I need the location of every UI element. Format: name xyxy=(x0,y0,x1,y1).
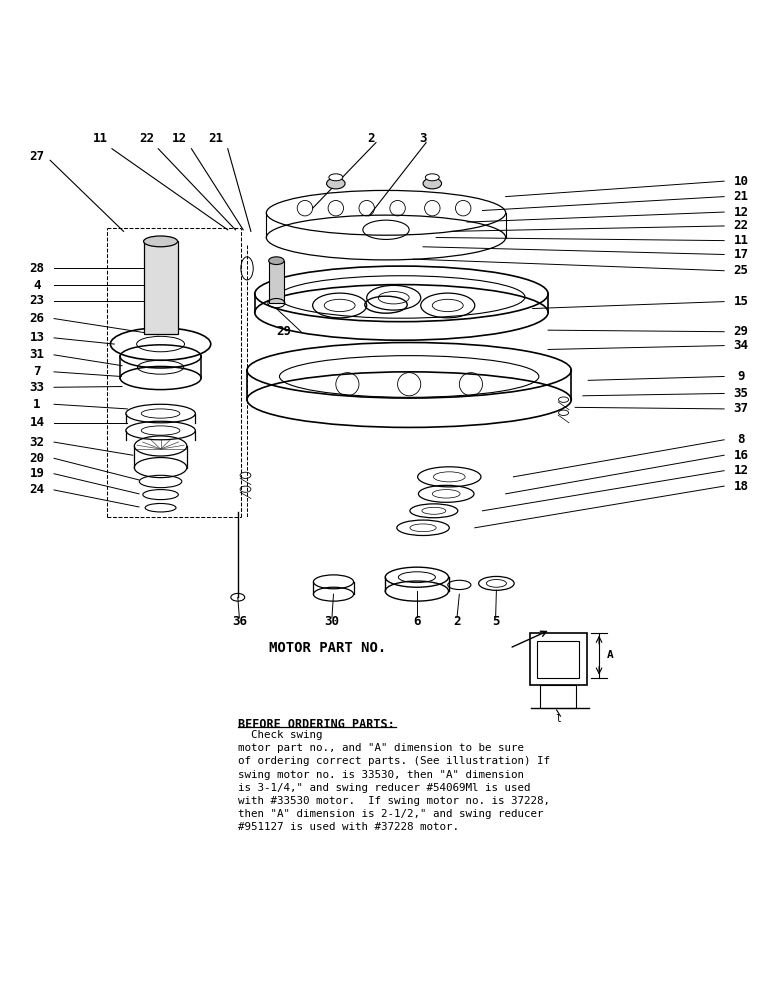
Text: 14: 14 xyxy=(29,416,45,429)
Text: 32: 32 xyxy=(29,436,45,449)
Text: 16: 16 xyxy=(733,449,749,462)
Text: 13: 13 xyxy=(29,331,45,344)
Text: 23: 23 xyxy=(29,294,45,307)
Text: 28: 28 xyxy=(29,262,45,275)
Text: 21: 21 xyxy=(733,190,749,203)
Ellipse shape xyxy=(327,178,345,189)
Text: 9: 9 xyxy=(737,370,745,383)
Text: 34: 34 xyxy=(733,339,749,352)
Text: BEFORE ORDERING PARTS:: BEFORE ORDERING PARTS: xyxy=(238,718,394,731)
Ellipse shape xyxy=(329,174,343,181)
Text: 29: 29 xyxy=(276,325,292,338)
Text: 5: 5 xyxy=(492,615,499,628)
Text: 19: 19 xyxy=(29,467,45,480)
Text: 12: 12 xyxy=(733,464,749,477)
Text: 35: 35 xyxy=(733,387,749,400)
Ellipse shape xyxy=(423,178,442,189)
Text: 36: 36 xyxy=(232,615,247,628)
Ellipse shape xyxy=(269,257,284,265)
Text: 6: 6 xyxy=(413,615,421,628)
Text: 2: 2 xyxy=(453,615,461,628)
Ellipse shape xyxy=(425,174,439,181)
Text: 3: 3 xyxy=(419,132,427,145)
Text: 12: 12 xyxy=(171,132,187,145)
Text: 15: 15 xyxy=(733,295,749,308)
Text: 27: 27 xyxy=(29,150,45,163)
Text: 25: 25 xyxy=(733,264,749,277)
Text: 17: 17 xyxy=(733,248,749,261)
Text: 31: 31 xyxy=(29,348,45,361)
Text: 20: 20 xyxy=(29,452,45,465)
Text: 18: 18 xyxy=(733,480,749,493)
Text: 21: 21 xyxy=(208,132,224,145)
Text: 12: 12 xyxy=(733,206,749,219)
Text: 4: 4 xyxy=(33,279,41,292)
Text: 8: 8 xyxy=(737,433,745,446)
Text: 22: 22 xyxy=(139,132,154,145)
Text: 22: 22 xyxy=(733,219,749,232)
Text: 24: 24 xyxy=(29,483,45,496)
Polygon shape xyxy=(144,241,178,334)
Text: 26: 26 xyxy=(29,312,45,325)
Text: MOTOR PART NO.: MOTOR PART NO. xyxy=(269,641,386,655)
Text: Check swing
motor part no., and "A" dimension to be sure
of ordering correct par: Check swing motor part no., and "A" dime… xyxy=(238,730,550,832)
Text: 2: 2 xyxy=(367,132,374,145)
Text: 30: 30 xyxy=(324,615,340,628)
Polygon shape xyxy=(269,261,284,303)
Text: l: l xyxy=(555,714,561,724)
Text: 1: 1 xyxy=(33,398,41,411)
Text: 7: 7 xyxy=(33,365,41,378)
Ellipse shape xyxy=(144,236,178,247)
Text: 37: 37 xyxy=(733,402,749,415)
Text: 11: 11 xyxy=(93,132,108,145)
Text: 33: 33 xyxy=(29,381,45,394)
Text: 11: 11 xyxy=(733,234,749,247)
Text: 10: 10 xyxy=(733,175,749,188)
Text: A: A xyxy=(607,650,614,660)
Text: 29: 29 xyxy=(733,325,749,338)
